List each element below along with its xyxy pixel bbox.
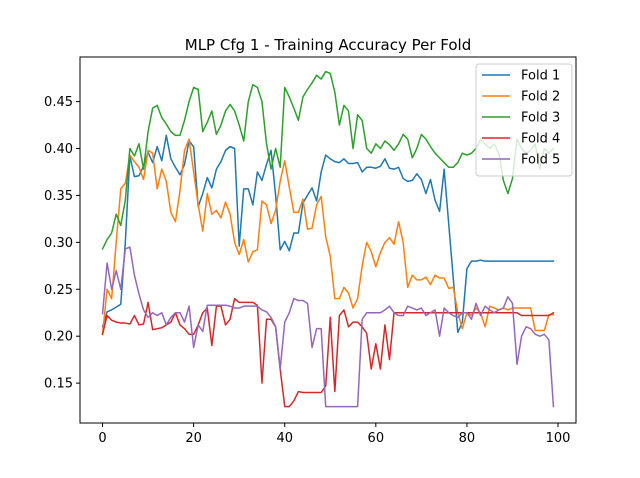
- legend-label-fold-3: Fold 3: [521, 111, 560, 126]
- legend-label-fold-5: Fold 5: [521, 153, 560, 168]
- legend-label-fold-1: Fold 1: [521, 69, 560, 84]
- series-line-fold-5: [101, 246, 555, 408]
- x-tick-label: 0: [98, 431, 106, 446]
- y-axis: 0.15 0.20 0.25 0.30 0.35 0.40 0.45: [44, 95, 80, 392]
- y-tick-label: 0.45: [44, 95, 73, 110]
- chart-title: MLP Cfg 1 - Training Accuracy Per Fold: [185, 36, 472, 54]
- y-tick-label: 0.30: [44, 236, 73, 251]
- legend-label-fold-2: Fold 2: [521, 90, 560, 105]
- series-line-fold-4: [101, 297, 555, 408]
- x-tick-label: 60: [368, 431, 385, 446]
- legend-label-fold-4: Fold 4: [521, 132, 560, 147]
- legend-box: [475, 63, 573, 177]
- legend: Fold 1 Fold 2 Fold 3 Fold 4 Fold 5: [475, 63, 573, 177]
- x-tick-label: 100: [546, 431, 571, 446]
- y-tick-label: 0.40: [44, 142, 73, 157]
- x-tick-label: 80: [459, 431, 476, 446]
- x-tick-label: 20: [185, 431, 202, 446]
- y-tick-label: 0.20: [44, 330, 73, 345]
- y-tick-label: 0.35: [44, 189, 73, 204]
- series-line-fold-1: [101, 134, 555, 334]
- plot-frame: [79, 56, 577, 424]
- x-axis: 0 20 40 60 80 100: [98, 423, 570, 446]
- x-tick-label: 40: [276, 431, 293, 446]
- y-tick-label: 0.15: [44, 377, 73, 392]
- y-tick-label: 0.25: [44, 283, 73, 298]
